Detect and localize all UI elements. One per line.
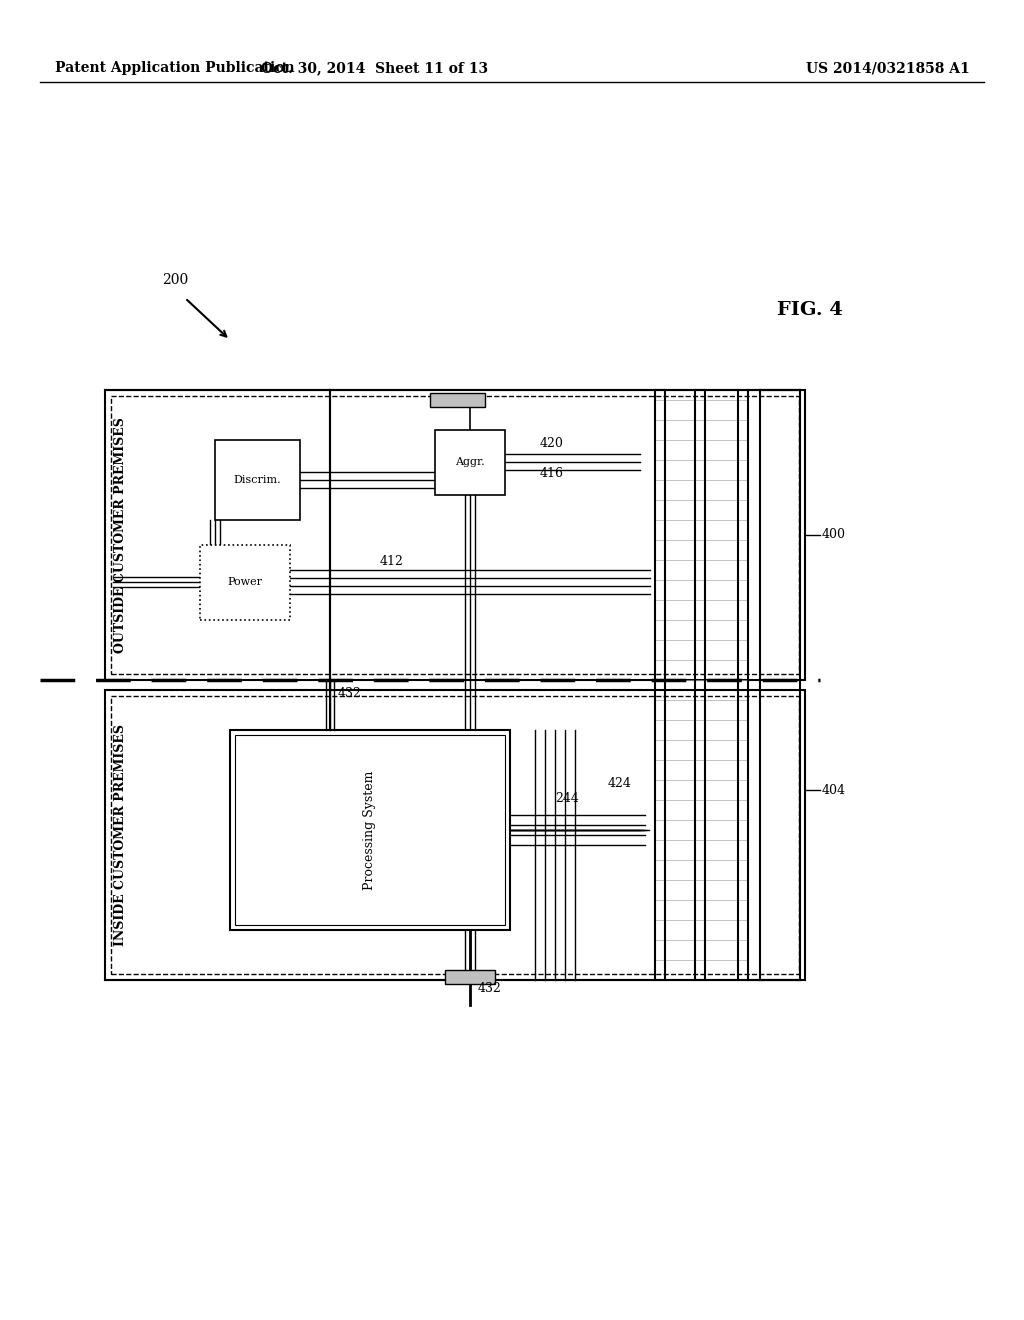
Bar [105, 389, 805, 680]
Text: Processing System: Processing System [364, 771, 377, 890]
Bar [215, 440, 300, 520]
Text: 420: 420 [540, 437, 564, 450]
Text: US 2014/0321858 A1: US 2014/0321858 A1 [806, 61, 970, 75]
Bar [230, 730, 510, 931]
Bar [435, 430, 505, 495]
Text: 244: 244 [555, 792, 579, 805]
Text: 404: 404 [822, 784, 846, 796]
Text: 200: 200 [162, 273, 188, 286]
Text: 424: 424 [608, 777, 632, 789]
Text: INSIDE CUSTOMER PREMISES: INSIDE CUSTOMER PREMISES [114, 723, 127, 946]
Text: OUTSIDE CUSTOMER PREMISES: OUTSIDE CUSTOMER PREMISES [114, 417, 127, 653]
Text: 416: 416 [540, 467, 564, 480]
Text: 432: 432 [478, 982, 502, 995]
Text: Power: Power [227, 577, 262, 587]
Bar [200, 545, 290, 620]
Text: 432: 432 [338, 686, 361, 700]
Bar [111, 396, 799, 675]
Bar [234, 735, 505, 925]
Text: Aggr.: Aggr. [456, 457, 484, 467]
Text: 400: 400 [822, 528, 846, 541]
Bar [445, 970, 495, 983]
Text: Oct. 30, 2014  Sheet 11 of 13: Oct. 30, 2014 Sheet 11 of 13 [261, 61, 488, 75]
Bar [430, 393, 485, 407]
Text: 412: 412 [380, 554, 403, 568]
Text: Discrim.: Discrim. [233, 475, 281, 484]
Text: FIG. 4: FIG. 4 [777, 301, 843, 319]
Text: Patent Application Publication: Patent Application Publication [55, 61, 295, 75]
Bar [105, 690, 805, 979]
Bar [111, 696, 799, 974]
